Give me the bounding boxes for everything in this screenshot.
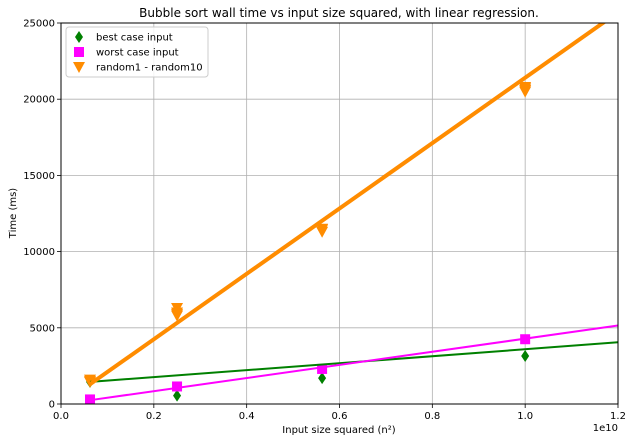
x-tick-label: 0.2 xyxy=(146,411,162,422)
legend-marker xyxy=(73,62,85,73)
x-tick-label: 1.0 xyxy=(517,411,533,422)
x-tick-label: 0.4 xyxy=(239,411,255,422)
x-tick-label: 0.0 xyxy=(53,411,69,422)
y-tick-label: 20000 xyxy=(23,95,55,106)
legend-marker xyxy=(75,31,83,43)
legend-label: best case input xyxy=(96,33,173,44)
plot-area xyxy=(84,23,618,404)
y-tick-label: 0 xyxy=(49,400,55,411)
y-tick-label: 10000 xyxy=(23,247,55,258)
x-tick-label: 1.2 xyxy=(610,411,626,422)
data-point xyxy=(318,372,327,385)
y-tick-label: 5000 xyxy=(30,323,55,334)
legend-label: worst case input xyxy=(96,48,179,59)
x-axis-offset-label: 1e10 xyxy=(593,423,618,434)
y-tick-label: 15000 xyxy=(23,171,55,182)
legend-label: random1 - random10 xyxy=(96,63,203,74)
regression-line xyxy=(89,324,618,402)
x-tick-label: 0.6 xyxy=(332,411,348,422)
data-point xyxy=(519,85,532,97)
legend-marker xyxy=(74,47,84,57)
regression-line xyxy=(88,23,607,386)
data-point xyxy=(172,381,183,392)
legend-box xyxy=(65,26,209,78)
series-group xyxy=(84,23,618,404)
legend: best case input worst case input random1 -… xyxy=(65,26,209,78)
y-axis-ticks: 0 5000 10000 15000 20000 25000 xyxy=(23,19,61,411)
y-tick-label: 25000 xyxy=(23,19,55,30)
x-axis-ticks: 0.0 0.2 0.4 0.6 0.8 1.0 1.2 xyxy=(53,404,626,422)
data-point xyxy=(317,363,328,374)
chart-title: Bubble sort wall time vs input size squa… xyxy=(139,6,539,20)
data-point xyxy=(316,224,329,236)
y-axis-label: Time (ms) xyxy=(8,188,19,240)
data-point xyxy=(521,349,530,362)
x-axis-label: Input size squared (n²) xyxy=(282,425,395,436)
x-tick-label: 0.8 xyxy=(424,411,440,422)
data-point xyxy=(171,309,184,321)
data-point xyxy=(173,389,182,402)
